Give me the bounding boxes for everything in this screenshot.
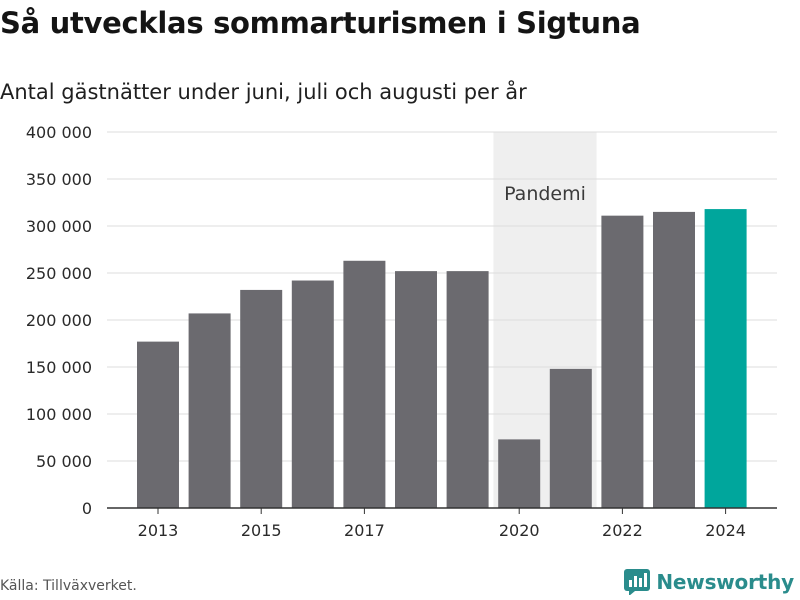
x-tick-label: 2013 [138, 521, 179, 540]
chart-title: Så utvecklas sommarturismen i Sigtuna [0, 6, 641, 40]
y-tick-label: 350 000 [26, 170, 92, 189]
bar-2023 [653, 211, 695, 508]
bar-2021 [549, 368, 592, 508]
y-tick-label: 300 000 [26, 217, 92, 236]
pandemic-annotation: Pandemi [504, 183, 586, 205]
y-tick-label: 200 000 [26, 311, 92, 330]
bar-2015 [240, 289, 283, 508]
bar-2017 [343, 260, 386, 508]
source-note: Källa: Tillväxverket. [0, 578, 137, 594]
bar-2022 [601, 215, 644, 508]
y-tick-label: 50 000 [36, 452, 92, 471]
x-tick-label: 2017 [344, 521, 385, 540]
labels: Pandemi 0 50 000 100 000 150 000 200 000 250 0… [26, 123, 746, 540]
y-tick-label: 0 [82, 499, 92, 518]
x-tick-label: 2015 [241, 521, 282, 540]
newsworthy-chart-icon [624, 569, 651, 595]
y-tick-label: 100 000 [26, 405, 92, 424]
x-tick-label: 2022 [602, 521, 643, 540]
bar-2020 [498, 439, 541, 508]
chart-subtitle: Antal gästnätter under juni, juli och au… [0, 80, 527, 104]
bar-2014 [188, 313, 231, 508]
y-tick-label: 400 000 [26, 123, 92, 142]
bar-2019 [446, 271, 489, 508]
bar-2013 [137, 341, 179, 508]
y-tick-label: 250 000 [26, 264, 92, 283]
axes [107, 507, 777, 514]
bar-chart: Pandemi 0 50 000 100 000 150 000 200 000 250 0… [26, 123, 777, 540]
bar-2018 [395, 271, 437, 508]
x-tick-label: 2024 [705, 521, 746, 540]
newsworthy-logo: Newsworthy [624, 569, 794, 595]
bars [137, 209, 747, 508]
brand-name: Newsworthy [656, 570, 794, 594]
x-tick-label: 2020 [499, 521, 540, 540]
y-tick-label: 150 000 [26, 358, 92, 377]
bar-2024 [704, 209, 747, 508]
bar-2016 [291, 280, 334, 508]
